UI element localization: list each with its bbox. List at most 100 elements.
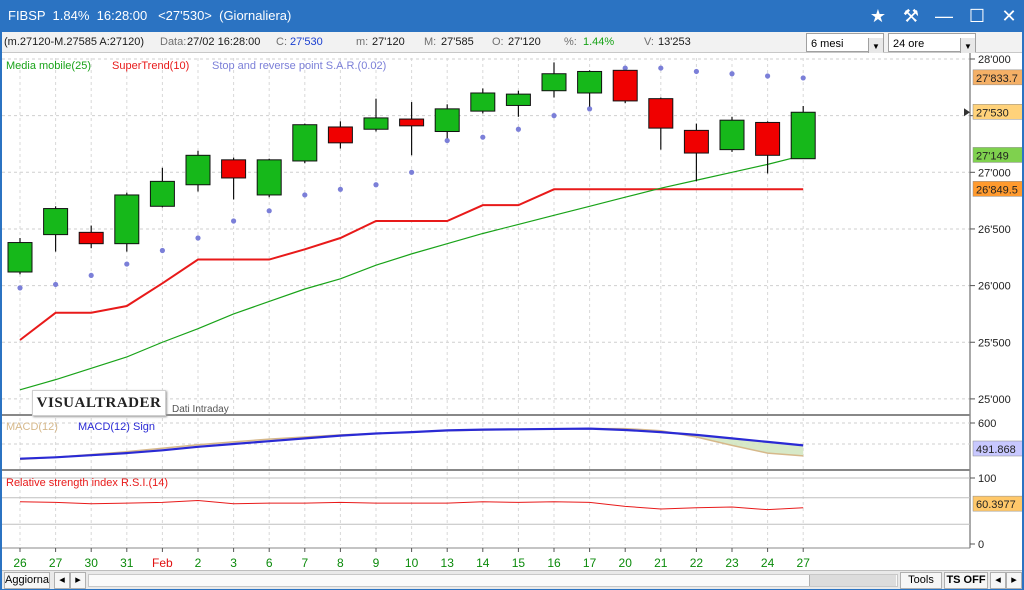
x-tick-label: 21 <box>654 556 668 570</box>
expand-icon[interactable]: ◂ <box>990 572 1006 589</box>
candle-body <box>790 111 816 160</box>
legend-rsi: Relative strength index R.S.I.(14) <box>6 477 168 489</box>
price-tick-label: 25'000 <box>978 394 1011 406</box>
interval-dropdown-icon: ▼ <box>960 38 975 55</box>
close-label: C: <box>276 36 287 48</box>
close-value-tag-box <box>972 104 1022 120</box>
interval-select[interactable]: 24 ore ▼ <box>888 33 976 55</box>
open-label: O: <box>492 36 504 48</box>
legend-macd: MACD(12) <box>6 421 58 433</box>
title-bar: FIBSP 1.84% 16:28:00 <27'530> (Giornalie… <box>0 0 1024 32</box>
macd-tick-label: 600 <box>978 418 996 430</box>
sar-point <box>729 71 735 77</box>
candle-body <box>327 126 353 144</box>
candle-body <box>78 231 104 245</box>
candle-body <box>612 69 638 102</box>
bottom-bar: Aggiorna ◂ ▸ Tools TS OFF ◂ ▸ <box>2 570 1022 589</box>
candle-body <box>221 159 247 179</box>
x-tick-label: 30 <box>85 556 99 570</box>
scroll-right-icon[interactable]: ▸ <box>70 572 86 589</box>
x-tick-label: 7 <box>301 556 308 570</box>
price-tick-label: 28'000 <box>978 54 1011 66</box>
period-dropdown-icon: ▼ <box>868 38 883 55</box>
x-tick-label: 3 <box>230 556 237 570</box>
supertrend-line <box>19 188 804 341</box>
low-label: m: <box>356 36 369 48</box>
x-tick-label: 10 <box>405 556 419 570</box>
period-select[interactable]: 6 mesi ▼ <box>806 33 884 55</box>
candle-body <box>256 159 282 196</box>
legend-sar: Stop and reverse point S.A.R.(0.02) <box>212 60 386 72</box>
star-icon[interactable]: ★ <box>869 6 887 26</box>
sar-point <box>551 113 557 119</box>
x-tick-label: 24 <box>761 556 775 570</box>
x-tick-label: 22 <box>690 556 704 570</box>
x-tick-label: 16 <box>547 556 561 570</box>
tools-icon[interactable]: ⚒ <box>902 6 920 26</box>
ts-toggle-button[interactable]: TS OFF <box>944 572 988 589</box>
sar-point <box>195 235 201 241</box>
horizontal-scrollbar[interactable] <box>88 574 898 587</box>
sar-point <box>373 182 379 188</box>
sar-point <box>17 285 23 291</box>
candle-body <box>43 208 69 236</box>
sar-point <box>658 65 664 71</box>
minimize-icon[interactable]: — <box>935 6 953 26</box>
sar-point <box>409 169 415 175</box>
x-tick-label: 31 <box>120 556 134 570</box>
close-icon[interactable]: ✕ <box>1001 6 1017 26</box>
price-tick-label: 25'500 <box>978 337 1011 349</box>
supertrend-value-tag-box <box>972 181 1022 197</box>
x-tick-label: 27 <box>797 556 811 570</box>
x-tick-label: 27 <box>49 556 63 570</box>
x-tick-label: 26 <box>13 556 27 570</box>
candle-body <box>7 242 33 273</box>
x-tick-label: 9 <box>373 556 380 570</box>
candle-body <box>185 154 211 186</box>
scrollbar-thumb[interactable] <box>809 575 896 586</box>
x-tick-label: 8 <box>337 556 344 570</box>
close-value: 27'530 <box>290 36 323 48</box>
scroll-left-icon[interactable]: ◂ <box>54 572 70 589</box>
rsi-tick-label: 0 <box>978 539 984 551</box>
data-value: 27/02 16:28:00 <box>187 36 261 48</box>
volume-label: V: <box>644 36 654 48</box>
macd-value-tag-box <box>972 440 1022 457</box>
candle-body <box>399 118 425 127</box>
moving-average-line <box>19 154 804 391</box>
x-tick-label: 6 <box>266 556 273 570</box>
candle-body <box>541 73 567 92</box>
candle-body <box>577 70 603 94</box>
candle-body <box>719 119 745 151</box>
interval-select-value: 24 ore <box>893 38 925 50</box>
candle-body <box>648 98 674 129</box>
tools-button[interactable]: Tools <box>900 572 942 589</box>
sar-value-tag: 27'833.7 <box>976 73 1018 85</box>
supertrend-value-tag: 26'849.5 <box>976 184 1018 196</box>
candle-body <box>114 194 140 245</box>
x-tick-label: 20 <box>619 556 633 570</box>
chart-area[interactable]: 28'00027'50027'00026'50026'00025'50025'0… <box>2 53 1022 570</box>
last-price-marker <box>964 108 970 117</box>
x-tick-label: 15 <box>512 556 526 570</box>
collapse-icon[interactable]: ▸ <box>1006 572 1022 589</box>
x-tick-label: 14 <box>476 556 490 570</box>
pct-label: %: <box>564 36 577 48</box>
x-tick-label: 17 <box>583 556 597 570</box>
sar-point <box>480 134 486 140</box>
macd-fill-area-neg <box>625 428 804 456</box>
candle-body <box>470 92 496 112</box>
sar-point <box>587 106 593 112</box>
maximize-icon[interactable]: ☐ <box>968 6 986 26</box>
price-chart[interactable]: 28'00027'50027'00026'50026'00025'50025'0… <box>2 53 1022 570</box>
range-label: (m.27120-M.27585 A:27120) <box>4 36 145 48</box>
window-title: FIBSP 1.84% 16:28:00 <27'530> (Giornalie… <box>8 8 292 23</box>
refresh-button[interactable]: Aggiorna <box>4 572 50 589</box>
rsi-tick-label: 100 <box>978 473 996 485</box>
period-select-value: 6 mesi <box>811 38 844 50</box>
sar-point <box>266 208 272 214</box>
ma-value-tag: 27'149 <box>976 150 1009 162</box>
sar-value-tag-box <box>972 69 1022 86</box>
sar-point <box>231 218 237 224</box>
